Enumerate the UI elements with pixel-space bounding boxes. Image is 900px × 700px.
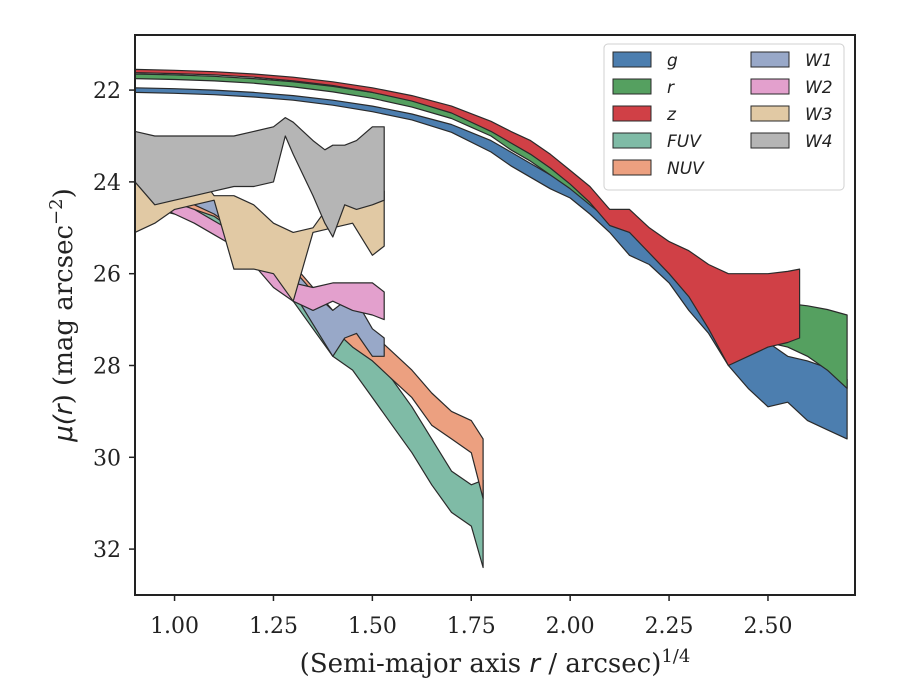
y-axis-ticks: 22 24 26 28 30 32 <box>93 79 135 563</box>
y-tick-label: 24 <box>93 171 121 196</box>
band-w4 <box>135 116 385 238</box>
legend-swatch-w1 <box>750 51 790 68</box>
legend-swatch-w2 <box>750 78 790 95</box>
band-g <box>135 87 848 440</box>
legend-swatch-r <box>612 78 652 95</box>
x-tick-label: 2.25 <box>645 614 694 639</box>
x-tick-label: 1.00 <box>150 614 199 639</box>
legend-label-w1: W1 <box>805 51 833 71</box>
legend-swatch-w4 <box>750 132 790 149</box>
plot-frame <box>134 34 856 596</box>
band-w3 <box>135 167 385 302</box>
legend-label-g: g <box>667 51 678 71</box>
x-axis-label: (Semi-major axis r / arcsec)1/4 <box>300 646 691 679</box>
x-tick-label: 1.75 <box>447 614 496 639</box>
y-tick-label: 26 <box>93 263 121 288</box>
legend-label-fuv: FUV <box>667 132 702 152</box>
legend-label-w2: W2 <box>805 78 833 98</box>
x-tick-label: 1.25 <box>249 614 298 639</box>
x-tick-label: 2.50 <box>743 614 792 639</box>
y-tick-label: 30 <box>93 446 121 471</box>
legend-swatch-w3 <box>750 105 790 122</box>
band-z <box>135 68 801 367</box>
y-axis-label: μ(r) (mag arcsec−2) <box>46 188 79 443</box>
x-axis-ticks: 1.00 1.25 1.50 1.75 2.00 2.25 2.50 <box>150 595 792 639</box>
legend-swatch-g <box>612 51 652 68</box>
y-tick-label: 32 <box>93 538 121 563</box>
legend-swatch-z <box>612 105 652 122</box>
x-tick-label: 2.00 <box>546 614 595 639</box>
data-bands <box>135 68 848 569</box>
y-tick-label: 22 <box>93 79 121 104</box>
legend-label-z: z <box>666 105 677 125</box>
legend-label-w4: W4 <box>805 132 833 152</box>
legend-swatch-nuv <box>612 159 652 176</box>
legend: grz FUV NUV W1 W2 W3 W4 <box>603 43 845 191</box>
legend-label-nuv: NUV <box>667 159 705 179</box>
x-tick-label: 1.50 <box>348 614 397 639</box>
legend-label-w3: W3 <box>805 105 833 125</box>
legend-label-r: r <box>667 78 675 98</box>
legend-swatch-fuv <box>612 132 652 149</box>
y-tick-label: 28 <box>93 354 121 379</box>
